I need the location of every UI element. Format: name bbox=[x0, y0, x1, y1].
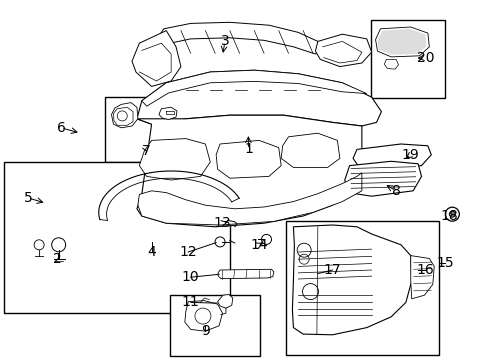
Polygon shape bbox=[292, 225, 411, 335]
Text: 15: 15 bbox=[435, 256, 453, 270]
Text: 9: 9 bbox=[201, 324, 209, 338]
Text: 20: 20 bbox=[416, 51, 433, 64]
Polygon shape bbox=[315, 34, 371, 67]
Text: 11: 11 bbox=[182, 296, 199, 309]
Text: 13: 13 bbox=[213, 216, 231, 230]
Polygon shape bbox=[218, 269, 273, 279]
Polygon shape bbox=[184, 301, 222, 331]
Polygon shape bbox=[352, 144, 430, 170]
Text: 12: 12 bbox=[179, 245, 197, 259]
Polygon shape bbox=[139, 139, 210, 180]
Polygon shape bbox=[217, 294, 232, 308]
Text: 17: 17 bbox=[323, 263, 341, 277]
Polygon shape bbox=[111, 103, 138, 128]
Bar bbox=[170, 295, 260, 356]
Text: 8: 8 bbox=[391, 184, 400, 198]
Text: 18: 18 bbox=[439, 209, 457, 223]
Polygon shape bbox=[137, 70, 381, 126]
Bar bbox=[370, 20, 444, 98]
Circle shape bbox=[448, 211, 454, 217]
Text: 6: 6 bbox=[57, 121, 65, 135]
Polygon shape bbox=[142, 70, 366, 106]
Text: 16: 16 bbox=[416, 263, 433, 277]
Text: 7: 7 bbox=[142, 144, 151, 158]
Polygon shape bbox=[137, 115, 361, 227]
Bar bbox=[105, 97, 205, 162]
Polygon shape bbox=[138, 173, 361, 225]
Bar bbox=[285, 221, 438, 355]
Polygon shape bbox=[216, 140, 281, 178]
Polygon shape bbox=[132, 31, 181, 86]
Text: 2: 2 bbox=[53, 252, 62, 266]
Polygon shape bbox=[375, 27, 428, 57]
Polygon shape bbox=[410, 256, 433, 299]
Polygon shape bbox=[113, 107, 133, 125]
Text: 19: 19 bbox=[401, 148, 419, 162]
Text: 1: 1 bbox=[244, 143, 252, 156]
Polygon shape bbox=[384, 59, 398, 69]
Bar bbox=[4, 162, 229, 313]
Polygon shape bbox=[281, 133, 339, 167]
Text: 4: 4 bbox=[147, 245, 156, 259]
Text: 3: 3 bbox=[220, 35, 229, 48]
Polygon shape bbox=[156, 22, 322, 54]
Text: 10: 10 bbox=[182, 270, 199, 284]
Polygon shape bbox=[344, 161, 421, 196]
Text: 14: 14 bbox=[250, 238, 267, 252]
Polygon shape bbox=[159, 107, 177, 120]
Polygon shape bbox=[377, 29, 426, 55]
Text: 5: 5 bbox=[24, 191, 33, 205]
